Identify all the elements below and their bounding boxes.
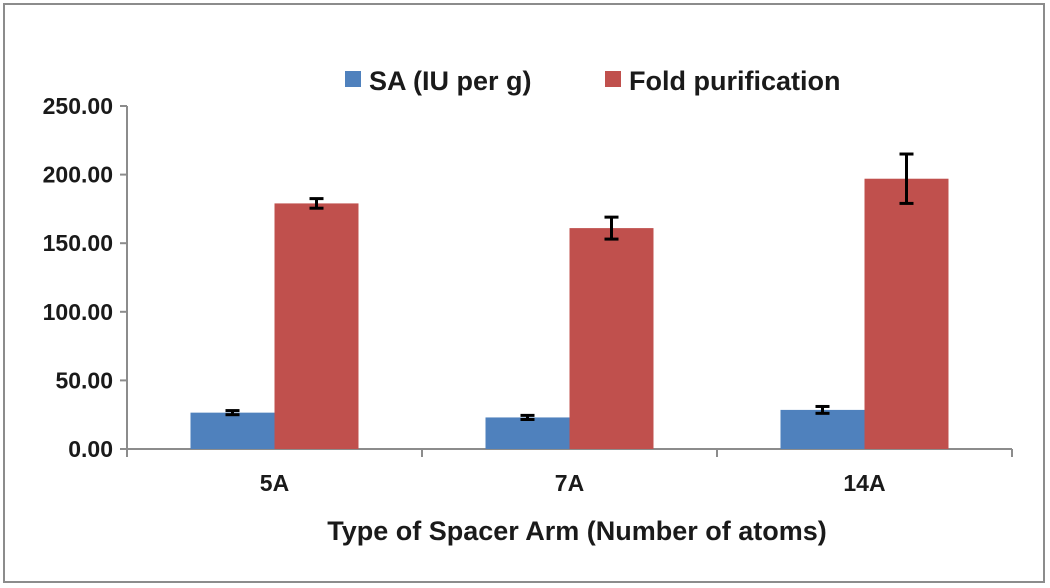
bar-sa <box>190 412 275 449</box>
y-tick-label: 200.00 <box>43 162 113 188</box>
legend-swatch-sa <box>345 71 361 87</box>
x-tick-label: 14A <box>843 470 885 496</box>
y-tick-label: 250.00 <box>43 93 113 119</box>
bar-fold-purification <box>864 178 949 449</box>
x-axis-title: Type of Spacer Arm (Number of atoms) <box>327 516 827 546</box>
x-axis: 5A 7A 14A <box>126 448 1013 496</box>
x-tick-label: 5A <box>260 470 289 496</box>
bar-sa <box>780 409 865 449</box>
bar-fold-purification <box>569 228 654 449</box>
y-axis: 0.00 50.00 100.00 150.00 200.00 250.00 <box>43 93 128 462</box>
legend-label-sa: SA (IU per g) <box>369 66 532 96</box>
error-bars <box>225 152 914 422</box>
bar-fold-purification <box>274 203 359 449</box>
legend: SA (IU per g) Fold purification <box>345 66 840 96</box>
bars <box>190 178 949 449</box>
legend-swatch-fold-purification <box>605 71 621 87</box>
bar-sa <box>485 417 570 449</box>
y-tick-label: 50.00 <box>55 367 113 393</box>
y-tick-label: 100.00 <box>43 299 113 325</box>
y-tick-label: 0.00 <box>68 436 113 462</box>
legend-label-fold-purification: Fold purification <box>629 66 840 96</box>
x-tick-label: 7A <box>555 470 584 496</box>
y-tick-label: 150.00 <box>43 230 113 256</box>
